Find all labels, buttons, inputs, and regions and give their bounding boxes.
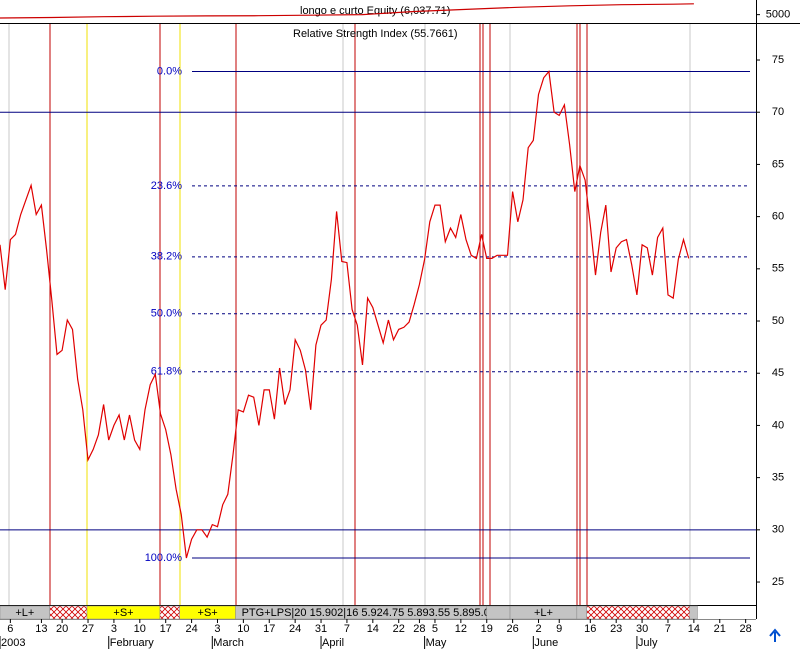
signal-segment bbox=[49, 605, 88, 620]
fib-label: 50.0% bbox=[151, 308, 182, 320]
x-tick-label: 28 bbox=[413, 623, 425, 635]
y-tick-label: 55 bbox=[772, 263, 784, 275]
x-tick-label: 14 bbox=[367, 623, 379, 635]
x-tick-label: 24 bbox=[185, 623, 197, 635]
x-tick-label: 21 bbox=[714, 623, 726, 635]
y-tick-label: 60 bbox=[772, 211, 784, 223]
signal-segment bbox=[159, 605, 180, 620]
signal-label: +L+ bbox=[534, 607, 553, 619]
signal-segment bbox=[576, 605, 587, 620]
y-tick-label: 25 bbox=[772, 576, 784, 588]
x-tick-label: 26 bbox=[507, 623, 519, 635]
month-label: April bbox=[322, 637, 344, 649]
series-line bbox=[0, 70, 690, 559]
x-tick-label: 20 bbox=[56, 623, 68, 635]
fib-label: 100.0% bbox=[145, 552, 183, 564]
y-tick-label: 35 bbox=[772, 472, 784, 484]
x-tick-label: 12 bbox=[455, 623, 467, 635]
y-tick-label: 65 bbox=[772, 158, 784, 170]
signal-lines bbox=[8, 24, 691, 605]
x-tick-label: 2 bbox=[535, 623, 541, 635]
y-tick-label: 45 bbox=[772, 367, 784, 379]
signal-label: +S+ bbox=[198, 607, 218, 619]
x-tick-label: 13 bbox=[35, 623, 47, 635]
x-tick-label: 7 bbox=[665, 623, 671, 635]
scroll-arrow[interactable] bbox=[769, 628, 781, 642]
x-tick-label: 16 bbox=[584, 623, 596, 635]
rsi-title: Relative Strength Index (55.7661) bbox=[293, 28, 458, 40]
x-tick-label: 30 bbox=[636, 623, 648, 635]
month-label: February bbox=[110, 637, 155, 649]
month-label: May bbox=[426, 637, 447, 649]
x-tick-label: 22 bbox=[393, 623, 405, 635]
x-tick-label: 5 bbox=[432, 623, 438, 635]
fib-label: 0.0% bbox=[157, 65, 182, 77]
fib-label: 61.8% bbox=[151, 366, 182, 378]
equity-title: longo e curto Equity (6,037.71) bbox=[300, 5, 450, 17]
y-tick-label: 75 bbox=[772, 54, 784, 66]
x-tick-label: 3 bbox=[214, 623, 220, 635]
x-tick-label: 19 bbox=[481, 623, 493, 635]
signal-segment bbox=[586, 605, 690, 620]
signal-segment bbox=[486, 605, 511, 620]
series-line bbox=[0, 3, 694, 19]
fib-label: 23.6% bbox=[151, 180, 182, 192]
signal-segment bbox=[689, 605, 698, 620]
x-tick-label: 6 bbox=[7, 623, 13, 635]
signal-label: PTG+LPS|20 15.902|16 5.924.75 5.893.55 5… bbox=[242, 607, 502, 619]
x-tick-label: 17 bbox=[160, 623, 172, 635]
x-tick-label: 24 bbox=[289, 623, 301, 635]
x-tick-label: 9 bbox=[556, 623, 562, 635]
month-label: 2003 bbox=[1, 637, 25, 649]
x-tick-label: 10 bbox=[134, 623, 146, 635]
x-tick-label: 14 bbox=[688, 623, 700, 635]
y-tick-label: 40 bbox=[772, 419, 784, 431]
month-label: March bbox=[213, 637, 244, 649]
signal-label: +L+ bbox=[15, 607, 34, 619]
x-tick-label: 27 bbox=[82, 623, 94, 635]
x-tick-label: 7 bbox=[344, 623, 350, 635]
y-tick-label: 5000 bbox=[766, 9, 790, 21]
month-label: July bbox=[638, 637, 658, 649]
y-tick-label: 50 bbox=[772, 315, 784, 327]
month-label: June bbox=[534, 637, 558, 649]
signal-label: +S+ bbox=[113, 607, 133, 619]
x-tick-label: 10 bbox=[237, 623, 249, 635]
x-tick-label: 23 bbox=[610, 623, 622, 635]
fib-label: 38.2% bbox=[151, 251, 182, 263]
y-tick-label: 70 bbox=[772, 106, 784, 118]
x-tick-label: 17 bbox=[263, 623, 275, 635]
x-tick-label: 3 bbox=[111, 623, 117, 635]
y-tick-label: 30 bbox=[772, 524, 784, 536]
x-tick-label: 28 bbox=[740, 623, 752, 635]
x-tick-label: 31 bbox=[315, 623, 327, 635]
